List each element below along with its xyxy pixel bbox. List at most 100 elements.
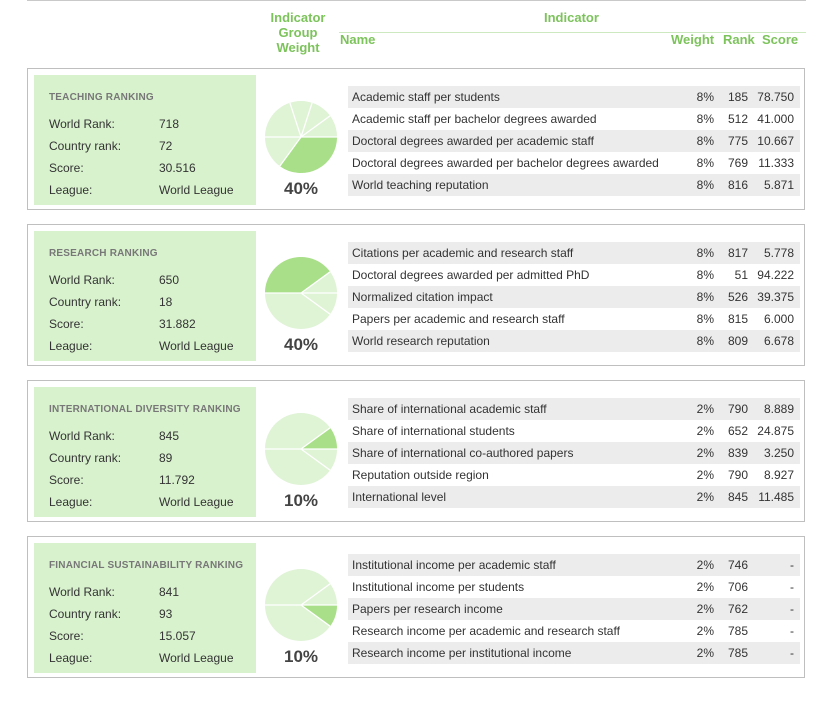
header-rank: Rank bbox=[723, 32, 755, 47]
indicator-row: Research income per academic and researc… bbox=[348, 620, 800, 642]
ranking-title: RESEARCH RANKING bbox=[49, 248, 158, 259]
indicator-row: Doctoral degrees awarded per academic st… bbox=[348, 130, 800, 152]
indicator-row: World teaching reputation 8% 816 5.871 bbox=[348, 174, 800, 196]
indicator-row: Share of international academic staff 2%… bbox=[348, 398, 800, 420]
score-label: Score: bbox=[49, 629, 84, 643]
indicator-rank: 790 bbox=[727, 402, 748, 416]
world-rank-label: World Rank: bbox=[49, 273, 115, 287]
league-row: League: World League bbox=[49, 495, 249, 513]
ranking-summary: INTERNATIONAL DIVERSITY RANKING World Ra… bbox=[34, 387, 256, 517]
indicator-rank: 706 bbox=[727, 580, 748, 594]
indicator-rank: 185 bbox=[727, 90, 748, 104]
indicator-row: Research income per institutional income… bbox=[348, 642, 800, 664]
indicator-weight: 2% bbox=[696, 402, 714, 416]
world-rank-row: World Rank: 841 bbox=[49, 585, 249, 603]
indicator-rank: 652 bbox=[727, 424, 748, 438]
country-rank-value: 18 bbox=[159, 295, 173, 309]
indicator-row: Reputation outside region 2% 790 8.927 bbox=[348, 464, 800, 486]
ranking-title: TEACHING RANKING bbox=[49, 92, 154, 103]
indicator-weight: 8% bbox=[696, 156, 714, 170]
pie-group-slice bbox=[265, 256, 331, 293]
indicator-rank: 817 bbox=[727, 246, 748, 260]
indicator-rank: 845 bbox=[727, 490, 748, 504]
indicator-weight: 8% bbox=[696, 178, 714, 192]
score-value: 11.792 bbox=[159, 473, 195, 487]
indicator-rank: 526 bbox=[727, 290, 748, 304]
world-rank-label: World Rank: bbox=[49, 117, 115, 131]
indicator-score: 11.485 bbox=[758, 490, 794, 504]
world-rank-label: World Rank: bbox=[49, 585, 115, 599]
indicator-row: Papers per research income 2% 762 - bbox=[348, 598, 800, 620]
indicator-row: International level 2% 845 11.485 bbox=[348, 486, 800, 508]
indicator-score: 8.927 bbox=[763, 468, 794, 482]
indicator-name: Academic staff per bachelor degrees awar… bbox=[352, 112, 597, 126]
score-row: Score: 15.057 bbox=[49, 629, 249, 647]
indicator-weight: 2% bbox=[696, 424, 714, 438]
world-rank-row: World Rank: 845 bbox=[49, 429, 249, 447]
country-rank-row: Country rank: 89 bbox=[49, 451, 249, 469]
indicator-row: Papers per academic and research staff 8… bbox=[348, 308, 800, 330]
country-rank-row: Country rank: 18 bbox=[49, 295, 249, 313]
indicator-score: 10.667 bbox=[757, 134, 794, 148]
indicator-weight: 8% bbox=[696, 334, 714, 348]
indicator-row: Normalized citation impact 8% 526 39.375 bbox=[348, 286, 800, 308]
indicator-name: Share of international co-authored paper… bbox=[352, 446, 574, 460]
header-group-weight-line: Weight bbox=[276, 40, 320, 55]
pie-group-slice bbox=[279, 137, 337, 174]
indicator-score: - bbox=[790, 602, 794, 616]
indicator-rank: 809 bbox=[727, 334, 748, 348]
indicator-score: 5.871 bbox=[763, 178, 794, 192]
indicator-weight: 8% bbox=[696, 312, 714, 326]
indicator-score: - bbox=[790, 646, 794, 660]
country-rank-label: Country rank: bbox=[49, 451, 122, 465]
country-rank-label: Country rank: bbox=[49, 139, 122, 153]
indicator-weight: 2% bbox=[696, 468, 714, 482]
indicator-weight: 2% bbox=[696, 580, 714, 594]
indicator-row: Doctoral degrees awarded per admitted Ph… bbox=[348, 264, 800, 286]
group-weight-percent: 40% bbox=[283, 335, 319, 354]
teaching-ranking-section: TEACHING RANKING World Rank: 718 Country… bbox=[27, 68, 805, 210]
header-group-weight-line: Group bbox=[278, 25, 318, 40]
group-weight-percent: 10% bbox=[283, 491, 319, 510]
weight-pie-chart bbox=[265, 101, 337, 174]
country-rank-label: Country rank: bbox=[49, 295, 122, 309]
league-row: League: World League bbox=[49, 651, 249, 669]
score-label: Score: bbox=[49, 317, 84, 331]
indicator-score: 11.333 bbox=[758, 156, 794, 170]
ranking-summary: RESEARCH RANKING World Rank: 650 Country… bbox=[34, 231, 256, 361]
indicator-rank: 512 bbox=[727, 112, 748, 126]
indicator-row: Citations per academic and research staf… bbox=[348, 242, 800, 264]
indicator-score: - bbox=[790, 558, 794, 572]
indicator-weight: 8% bbox=[696, 290, 714, 304]
world-rank-row: World Rank: 650 bbox=[49, 273, 249, 291]
indicator-weight: 8% bbox=[696, 246, 714, 260]
country-rank-value: 89 bbox=[159, 451, 173, 465]
world-rank-value: 718 bbox=[159, 117, 180, 131]
league-row: League: World League bbox=[49, 183, 249, 201]
indicator-name: Share of international academic staff bbox=[352, 402, 547, 416]
league-row: League: World League bbox=[49, 339, 249, 357]
header-score: Score bbox=[762, 32, 799, 47]
ranking-title: FINANCIAL SUSTAINABILITY RANKING bbox=[49, 560, 244, 571]
indicator-rank: 746 bbox=[727, 558, 748, 572]
indicator-rank: 815 bbox=[727, 312, 748, 326]
indicator-name: Doctoral degrees awarded per admitted Ph… bbox=[352, 268, 590, 282]
pie-group-slice bbox=[301, 605, 337, 627]
indicator-weight: 8% bbox=[696, 268, 714, 282]
league-label: League: bbox=[49, 651, 93, 665]
indicator-rank: 839 bbox=[727, 446, 748, 460]
indicator-rank: 762 bbox=[727, 602, 748, 616]
score-value: 30.516 bbox=[159, 161, 196, 175]
indicator-name: World teaching reputation bbox=[352, 178, 489, 192]
indicator-row: Share of international co-authored paper… bbox=[348, 442, 800, 464]
indicator-score: 24.875 bbox=[757, 424, 794, 438]
indicator-score: 6.000 bbox=[763, 312, 794, 326]
league-label: League: bbox=[49, 183, 93, 197]
header-group-weight-line: Indicator bbox=[270, 10, 326, 25]
world-rank-value: 841 bbox=[159, 585, 180, 599]
ranking-title: INTERNATIONAL DIVERSITY RANKING bbox=[49, 404, 241, 415]
indicator-row: Share of international students 2% 652 2… bbox=[348, 420, 800, 442]
header-name: Name bbox=[340, 32, 376, 47]
indicator-score: 8.889 bbox=[763, 402, 794, 416]
indicator-score: 94.222 bbox=[757, 268, 794, 282]
